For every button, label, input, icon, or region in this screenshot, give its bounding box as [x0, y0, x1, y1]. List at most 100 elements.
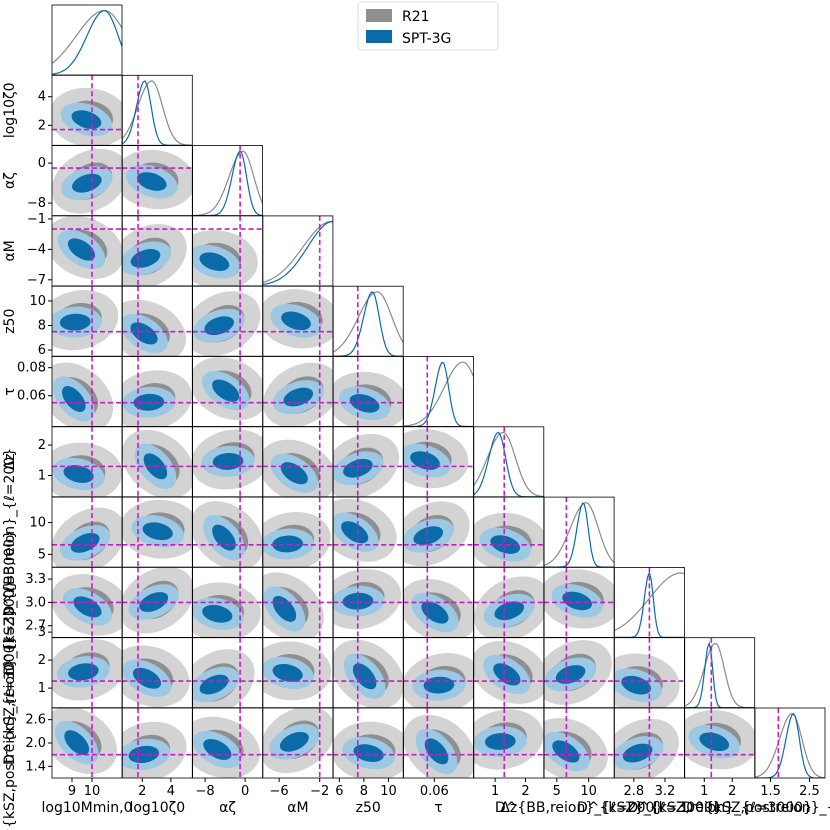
- cell-tau-vs-alpha_zeta: [192, 356, 264, 427]
- cell-alpha_M-vs-alpha_M: [262, 215, 334, 287]
- spt3g-contour-68: [199, 674, 229, 695]
- xtick-label-alpha_zeta-0: −8: [196, 784, 215, 799]
- cell-D_kSZ_postreion-vs-D_kSZ_reion: [684, 707, 756, 779]
- ytick-label-z50-2: 10: [29, 294, 46, 309]
- legend-box: [357, 1, 499, 51]
- spt3g-contour-68: [272, 595, 297, 622]
- ytick-label-alpha_zeta-1: 0: [38, 156, 46, 171]
- cell-D_kSZ_reion-vs-tau: [403, 637, 474, 709]
- spt3g-contour-68: [72, 173, 102, 193]
- spt3g-contour-68: [621, 675, 652, 695]
- cell-frame: [543, 496, 615, 568]
- spt3g-contour-68: [139, 592, 169, 612]
- cell-frame: [403, 356, 474, 427]
- xtick-label-z50-2: 10: [380, 784, 397, 799]
- spt3g-contour-68: [130, 248, 161, 268]
- cell-dz-vs-log10zeta0: [121, 426, 193, 498]
- xtick-label-log10Mmin0-1: 10: [84, 784, 101, 799]
- cell-alpha_zeta-vs-log10zeta0: [121, 145, 193, 217]
- cell-D_kSZ_reion-vs-z50: [332, 637, 404, 709]
- spt3g-contour-68: [68, 663, 99, 681]
- ytick-label-D_kSZ_postreion-0: 1.4: [25, 759, 46, 774]
- cell-D_BB_reion-vs-log10Mmin0: [51, 496, 123, 568]
- legend-label-spt3g: SPT-3G: [402, 31, 451, 47]
- xtick-label-log10Mmin0-0: 9: [68, 784, 76, 799]
- xtick-label-dz-0: 1: [491, 784, 499, 799]
- legend-swatch-spt3g: [366, 30, 392, 43]
- ytick-label-log10zeta0-1: 4: [38, 90, 46, 105]
- cell-D_kSZ_postreion-vs-log10zeta0: [121, 707, 193, 779]
- marginal-r21-log10Mmin0: [52, 9, 122, 64]
- xlabel-D_kSZ_postreion: D^{kSZ,postreion}_{ℓ=3000}: [683, 800, 830, 816]
- cell-D_kSZ-vs-D_kSZ: [614, 567, 685, 638]
- xtick-label-D_BB_reion-0: 5: [553, 784, 561, 799]
- xlabel-dz: Δz: [500, 800, 517, 816]
- spt3g-contour-68: [352, 663, 377, 690]
- cell-z50-vs-alpha_zeta: [192, 285, 264, 357]
- spt3g-contour-68: [202, 604, 233, 623]
- cell-alpha_M-vs-log10zeta0: [121, 215, 193, 287]
- cell-D_kSZ_postreion-vs-tau: [403, 707, 474, 779]
- ylabel-D_kSZ_reion: D^{kSZ,reion}_{ℓ=3000}: [2, 580, 18, 765]
- xtick-label-log10zeta0-1: 4: [167, 784, 175, 799]
- spt3g-contour-68: [61, 386, 86, 412]
- ytick-label-D_kSZ_reion-0: 1: [38, 681, 46, 696]
- ytick-label-D_kSZ_reion-1: 2: [38, 653, 46, 668]
- ytick-label-tau-0: 0.06: [17, 389, 46, 404]
- cell-dz-vs-alpha_zeta: [192, 426, 264, 498]
- cell-D_BB_reion-vs-tau: [403, 496, 474, 568]
- spt3g-contour-68: [281, 311, 311, 331]
- ytick-label-dz-1: 2: [38, 438, 46, 453]
- cell-D_BB_reion-vs-alpha_zeta: [192, 496, 264, 568]
- cell-D_kSZ_reion-vs-alpha_zeta: [192, 637, 264, 709]
- xtick-label-D_BB_reion-1: 10: [580, 784, 597, 799]
- cell-D_kSZ_reion-vs-log10zeta0: [121, 637, 193, 709]
- ylabel-D_kSZ_postreion: D^{kSZ,postreion}_{ℓ=3000}: [2, 636, 18, 830]
- spt3g-contour-68: [63, 465, 94, 483]
- ylabel-z50: z50: [2, 309, 18, 334]
- cell-D_kSZ_postreion-vs-D_kSZ: [614, 707, 685, 779]
- marginal-r21-D_kSZ: [614, 572, 685, 632]
- cell-D_kSZ-vs-alpha_zeta: [192, 567, 264, 638]
- marginal-r21-alpha_M: [262, 220, 333, 284]
- marginal-r21-D_kSZ_postreion: [755, 712, 825, 778]
- cell-alpha_zeta-vs-log10Mmin0: [51, 145, 123, 217]
- marginal-r21-tau: [403, 361, 474, 427]
- spt3g-contour-68: [341, 521, 369, 544]
- cell-alpha_M-vs-alpha_zeta: [192, 215, 264, 287]
- marginal-spt-3g-tau: [403, 361, 474, 427]
- cell-dz-vs-z50: [332, 426, 404, 498]
- spt3g-contour-68: [59, 313, 91, 331]
- xtick-label-D_kSZ_postreion-0: 1.5: [760, 784, 781, 799]
- marginal-r21-dz: [473, 431, 544, 497]
- cell-D_kSZ_reion-vs-dz: [473, 637, 545, 709]
- cell-tau-vs-alpha_M: [262, 356, 334, 427]
- spt3g-contour-68: [555, 665, 586, 684]
- cell-z50-vs-log10Mmin0: [51, 285, 123, 357]
- xtick-label-D_kSZ_reion-1: 2: [728, 784, 736, 799]
- ytick-label-dz-0: 1: [38, 468, 46, 483]
- cell-D_BB_reion-vs-dz: [473, 496, 545, 568]
- cell-D_kSZ-vs-log10zeta0: [121, 567, 193, 638]
- xtick-label-dz-1: 2: [521, 784, 529, 799]
- cell-tau-vs-tau: [403, 356, 474, 427]
- xlabel-log10Mmin0: log10Mmin,0: [42, 800, 133, 816]
- ytick-label-alpha_M-2: −1: [27, 212, 46, 227]
- spt3g-contour-68: [562, 591, 593, 611]
- xlabel-alpha_zeta: αζ: [219, 800, 236, 816]
- xlabel-D_kSZ: D^{kSZ}_{ℓ=3000}: [577, 800, 722, 816]
- cell-D_kSZ_reion-vs-D_BB_reion: [543, 637, 615, 709]
- cell-D_kSZ_reion-vs-log10Mmin0: [51, 637, 123, 709]
- xtick-label-alpha_M-0: −6: [270, 784, 289, 799]
- cell-alpha_zeta-vs-alpha_zeta: [192, 145, 264, 217]
- cell-D_kSZ-vs-dz: [473, 567, 545, 638]
- cell-D_BB_reion-vs-log10zeta0: [121, 496, 193, 568]
- cell-dz-vs-dz: [473, 426, 545, 498]
- spt3g-contour-68: [142, 522, 173, 541]
- spt3g-contour-68: [272, 535, 303, 553]
- xtick-label-D_kSZ-0: 2.8: [624, 784, 645, 799]
- ytick-label-alpha_zeta-0: −8: [27, 196, 46, 211]
- ytick-label-alpha_M-0: −7: [27, 273, 46, 288]
